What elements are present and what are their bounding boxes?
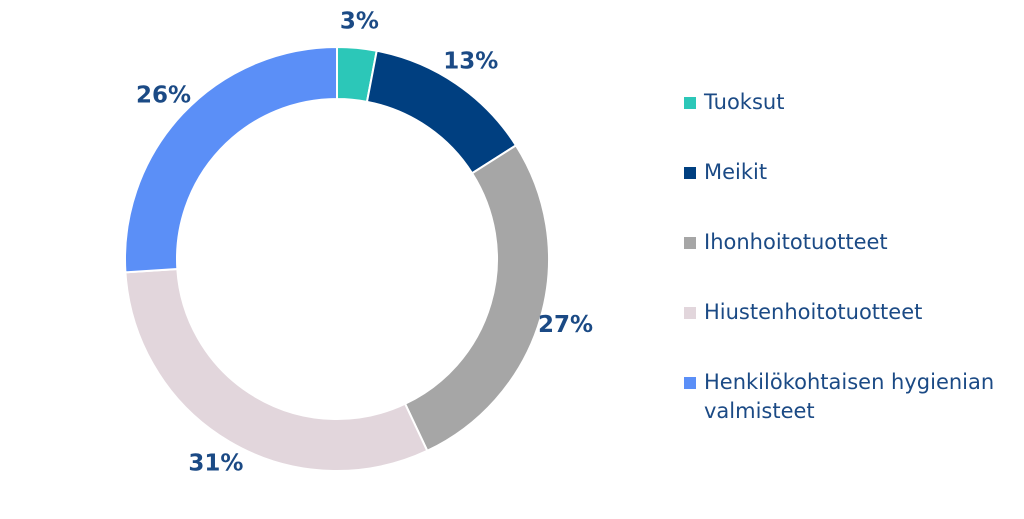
legend-swatch [684, 377, 696, 389]
legend-swatch [684, 97, 696, 109]
legend-label: Henkilökohtaisen hygienian valmisteet [704, 370, 995, 423]
legend-swatch [684, 167, 696, 179]
legend-label: Meikit [704, 160, 768, 184]
legend-label: Ihonhoitotuotteet [704, 230, 888, 254]
legend-item: Tuoksut [684, 88, 1014, 158]
data-label: 27% [538, 312, 593, 338]
legend-swatch [684, 307, 696, 319]
legend-label: Tuoksut [704, 90, 785, 114]
legend-item: Ihonhoitotuotteet [684, 228, 1014, 298]
legend-label: Hiustenhoitotuotteet [704, 300, 923, 324]
legend-item: Meikit [684, 158, 1014, 228]
donut-slice [124, 45, 338, 274]
data-label: 13% [443, 49, 498, 75]
data-label: 31% [188, 450, 243, 476]
chart: 3% 13% 27% 31% 26% [124, 9, 593, 476]
data-label: 26% [136, 83, 191, 109]
legend-item: Hiustenhoitotuotteet [684, 298, 1014, 368]
data-label: 3% [340, 9, 379, 35]
donut-slice [124, 267, 429, 472]
legend-item: Henkilökohtaisen hygienian valmisteet [684, 368, 1014, 438]
donut-slice [403, 144, 550, 453]
legend-swatch [684, 237, 696, 249]
legend: Tuoksut Meikit Ihonhoitotuotteet Hiustenhoi… [684, 88, 1014, 438]
